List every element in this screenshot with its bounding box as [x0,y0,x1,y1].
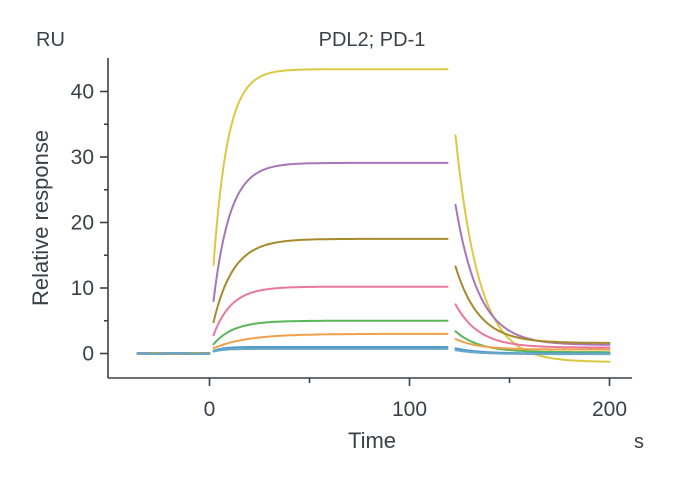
y-tick-label: 20 [71,212,94,235]
x-unit-label: s [634,431,644,453]
dissociation-line [454,338,611,351]
series-conc-1 [136,68,611,363]
series-conc-8 [136,347,611,356]
x-tick-label: 200 [592,398,627,421]
x-axis-title: Time [348,428,396,453]
association-line [212,161,449,303]
association-line [212,347,449,353]
association-line [212,285,449,337]
series-group [136,68,611,363]
x-tick-label: 100 [392,398,427,421]
y-tick-label: 10 [71,277,94,300]
y-unit-label: RU [36,29,65,51]
association-line [212,237,449,324]
dissociation-line [454,349,611,356]
association-line [212,319,449,346]
y-tick-label: 0 [82,343,94,366]
dissociation-line [454,303,611,349]
baseline-line [136,352,211,355]
association-line [212,332,449,350]
y-tick-label: 40 [71,81,94,104]
chart-title: PDL2; PD-1 [319,29,426,51]
series-conc-3 [136,237,611,355]
association-line [212,68,449,267]
x-tick-label: 0 [204,398,216,421]
dissociation-line [454,134,611,363]
series-conc-2 [136,161,611,355]
association-line [212,346,449,352]
x-ticks: 0 100 200 [204,378,627,421]
y-tick-label: 30 [71,146,94,169]
y-axis-title: Relative response [28,130,53,306]
dissociation-line [454,265,611,344]
y-ticks: 0 10 20 30 40 [71,81,108,366]
